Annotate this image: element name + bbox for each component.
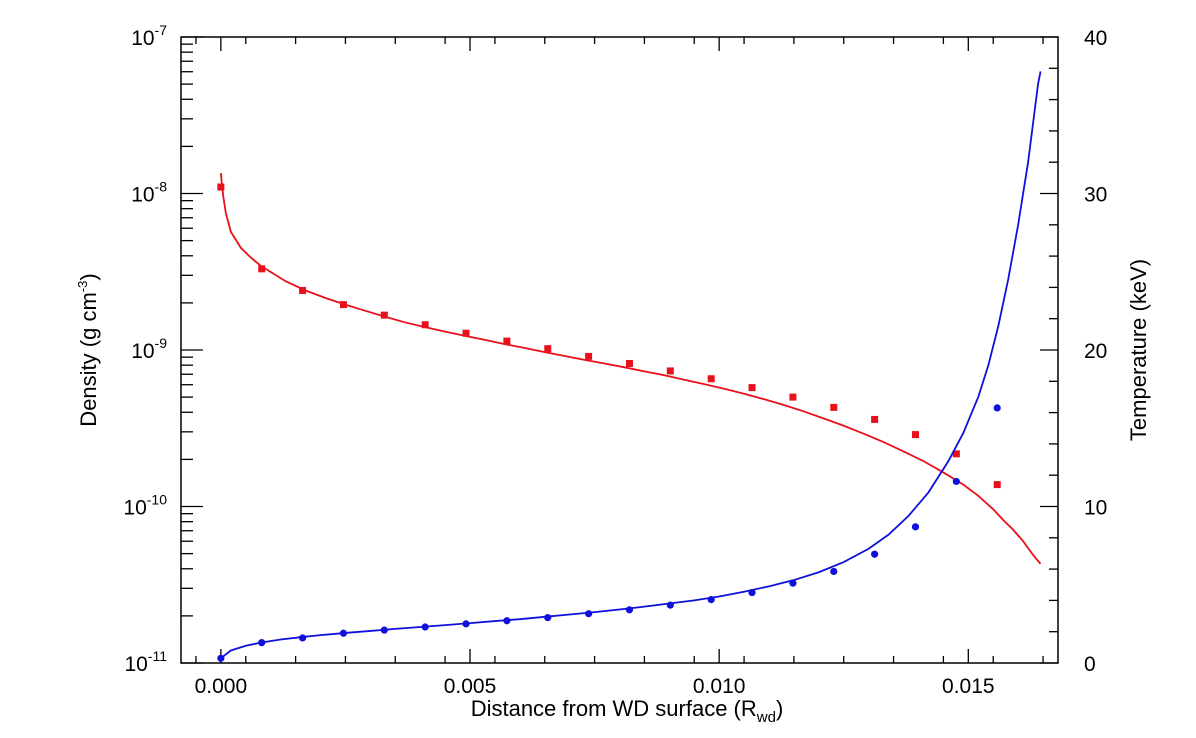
temperature-data-point bbox=[380, 626, 388, 634]
temperature-data-point bbox=[789, 579, 797, 587]
y-left-tick-label: 10-11 bbox=[124, 648, 167, 676]
temperature-data-point bbox=[544, 614, 552, 622]
temperature-data-point bbox=[666, 601, 674, 609]
axis-labels: 0.000 0.005 0.010 0.015 10-11 10-10 10-9 10-8 10… bbox=[123, 22, 1107, 698]
density-data-point bbox=[748, 384, 756, 392]
density-data-point bbox=[625, 359, 633, 367]
density-data-point bbox=[830, 403, 838, 411]
density-data-point bbox=[666, 367, 674, 375]
x-axis-title: Distance from WD surface (Rwd) bbox=[471, 696, 784, 726]
density-data-point bbox=[258, 265, 266, 273]
y-left-tick-label: 10-9 bbox=[131, 335, 167, 363]
plot-border bbox=[180, 36, 1059, 664]
temperature-data-point bbox=[707, 596, 715, 604]
density-data-point bbox=[789, 393, 797, 401]
temperature-data-point bbox=[462, 620, 470, 628]
temperature-data-point bbox=[339, 629, 348, 637]
density-data-point bbox=[871, 415, 879, 423]
y-right-tick-label: 10 bbox=[1084, 497, 1107, 520]
y-right-tick-label: 0 bbox=[1084, 653, 1096, 676]
density-data-point bbox=[421, 321, 429, 329]
temperature-data-point bbox=[217, 654, 225, 662]
density-data-point bbox=[217, 183, 225, 191]
axis-ticks bbox=[181, 36, 1058, 664]
temperature-data-point bbox=[585, 610, 593, 618]
density-data-point bbox=[585, 352, 593, 360]
density-data-point bbox=[503, 337, 511, 345]
y-left-tick-label: 10-7 bbox=[131, 22, 167, 50]
density-data-point bbox=[952, 450, 960, 458]
x-tick-label: 0.005 bbox=[444, 675, 497, 698]
density-data-point bbox=[544, 345, 552, 353]
y-right-tick-label: 20 bbox=[1084, 340, 1107, 363]
x-tick-label: 0.015 bbox=[942, 675, 995, 698]
density-data-point bbox=[299, 286, 307, 294]
x-tick-label: 0.010 bbox=[693, 675, 746, 698]
y-right-tick-label: 40 bbox=[1084, 27, 1107, 50]
y-left-tick-label: 10-10 bbox=[123, 492, 167, 520]
series-layer bbox=[217, 71, 1042, 662]
temperature-data-point bbox=[830, 567, 838, 576]
density-data-point bbox=[339, 301, 347, 309]
density-data-point bbox=[993, 481, 1001, 489]
temperature-data-point bbox=[748, 588, 756, 597]
x-tick-label: 0.000 bbox=[195, 675, 248, 698]
temperature-data-point bbox=[625, 606, 634, 614]
temperature-data-point bbox=[911, 523, 920, 531]
density-data-point bbox=[707, 375, 715, 383]
temperature-data-point bbox=[503, 617, 511, 625]
y-left-axis-title: Density (g cm-3) bbox=[75, 273, 101, 426]
temperature-data-point bbox=[993, 404, 1001, 412]
density-data-point bbox=[380, 311, 388, 319]
y-left-tick-label: 10-8 bbox=[131, 179, 167, 207]
temperature-data-point bbox=[421, 623, 429, 631]
temperature-data-point bbox=[258, 639, 266, 647]
temperature-data-point bbox=[298, 634, 307, 642]
plot-frame bbox=[180, 36, 1059, 664]
y-right-tick-label: 30 bbox=[1084, 184, 1107, 207]
series-density-line bbox=[219, 173, 1042, 565]
density-data-point bbox=[911, 431, 919, 439]
temperature-data-point bbox=[871, 550, 879, 558]
density-data-point bbox=[462, 329, 470, 337]
y-right-axis-title: Temperature (keV) bbox=[1126, 259, 1151, 441]
temperature-data-point bbox=[952, 477, 960, 486]
